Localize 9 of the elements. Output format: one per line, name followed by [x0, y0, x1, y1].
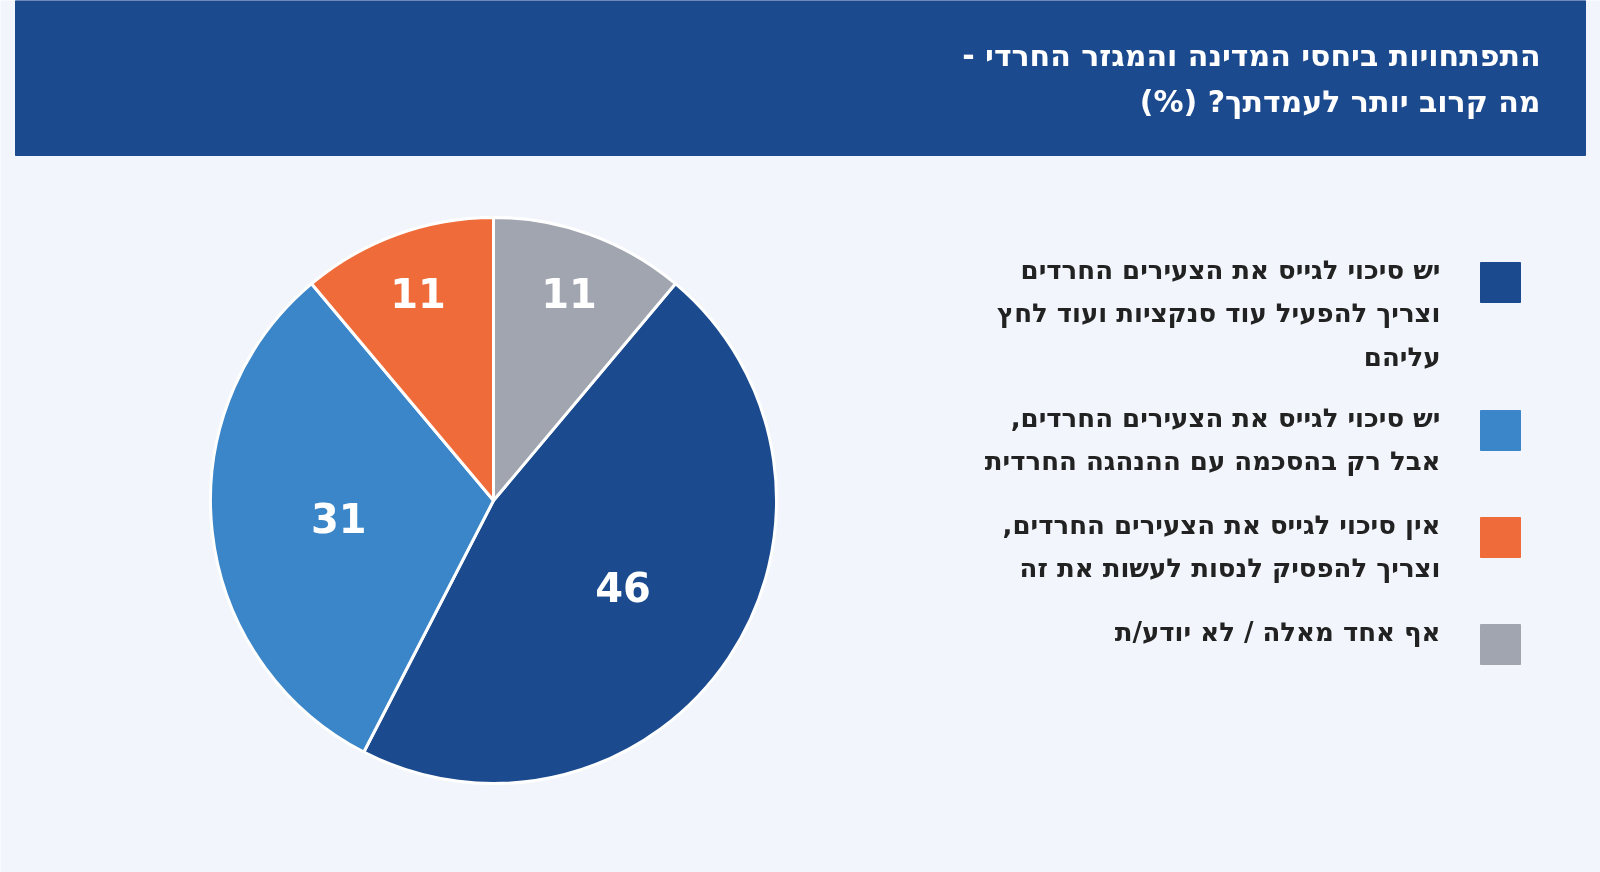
legend-label: יש סיכוי לגייס את הצעירים החרדים, אבל רק בהסכמה עם ההנהגה החרדית [984, 402, 1441, 476]
data-label: 11 [390, 271, 446, 318]
legend-label: יש סיכוי לגייס את הצעירים החרדים וצריך להפעיל עוד סנקציות ועוד לחץ עליהם [996, 254, 1441, 372]
legend-label: אין סיכוי לגייס את הצעירים החרדים, וצריך להפסיק לנסות לעשות את זה [1002, 509, 1441, 583]
data-label: 46 [595, 564, 651, 611]
chart-title: התפתחויות ביחסי המדינה והמגזר החרדי - מה קרוב יותר לעמדתך? (%) [962, 38, 1541, 119]
data-label: 11 [541, 271, 597, 318]
data-label: 31 [310, 495, 367, 542]
legend-label: אף אחד מאלה / לא יודע/ת [1114, 616, 1441, 647]
